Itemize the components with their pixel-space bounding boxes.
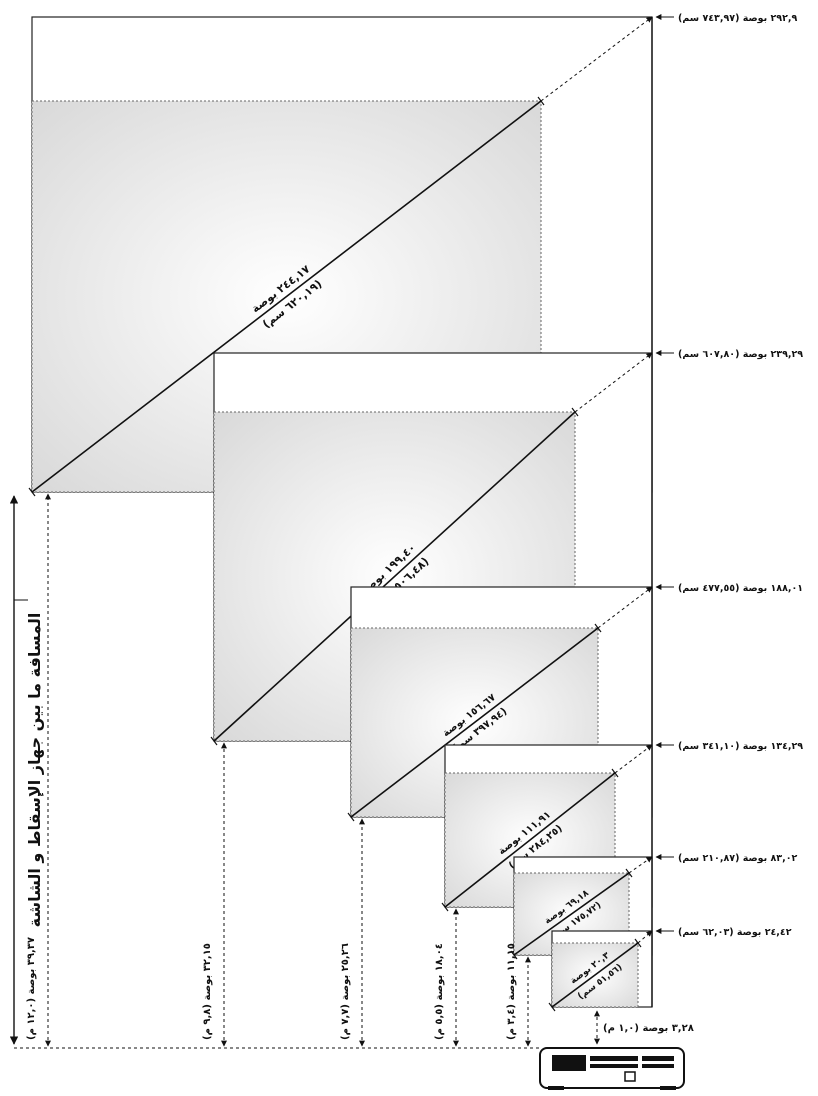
distance-label: ٢٥,٢٦ بوصة (٧,٧ م) [340, 943, 351, 1040]
diagonal-line [444, 772, 616, 908]
outer-diagonal-label: ٢٣٩,٢٩ بوصة (٦٠٧,٨٠ سم) [678, 349, 803, 360]
projector-icon [539, 1047, 685, 1090]
diagonal-line [551, 942, 639, 1008]
diagonal-line [350, 627, 599, 818]
outer-diagonal-label: ٢٩٢,٩ بوصة (٧٤٣,٩٧ سم) [678, 13, 797, 24]
diagonal-extension [540, 16, 653, 102]
diagonal-line [213, 411, 576, 742]
distance-label: ١١,١٥ بوصة (٣,٤ م) [506, 943, 517, 1040]
outer-diagonal-label: ٢٤,٤٢ بوصة (٦٢,٠٣ سم) [678, 927, 792, 938]
diagonal-line [31, 100, 542, 493]
diagonal-line [513, 872, 630, 956]
diagonal-extension [574, 352, 653, 413]
outer-diagonal-label: ٨٣,٠٢ بوصة (٢١٠,٨٧ سم) [678, 853, 797, 864]
distance-label: ٣٢,١٥ بوصة (٩,٨ م) [202, 943, 213, 1040]
distance-label: ٣٩,٣٧ بوصة (١٢,٠ م) [26, 937, 37, 1040]
outer-diagonal-label: ١٨٨,٠١ بوصة (٤٧٧,٥٥ سم) [678, 583, 803, 594]
axis-label: المسافة ما بين جهاز الإسقاط و الشاشة [25, 613, 44, 928]
diagonal-extension [614, 744, 653, 774]
screen-6: ٢٤,٤٢ بوصة (٦٢,٠٣ سم)٢٠,٣ بوصة(٥١,٥٦ سم) [548, 927, 792, 1012]
outer-diagonal-label: ١٣٤,٢٩ بوصة (٣٤١,١٠ سم) [678, 741, 803, 752]
distance-label: ٣,٢٨ بوصة (١,٠ م) [603, 1023, 694, 1034]
distance-axis: المسافة ما بين جهاز الإسقاط و الشاشة [9, 495, 44, 1045]
distance-label: ١٨,٠٤ بوصة (٥,٥ م) [434, 943, 445, 1040]
diagonal-extension [628, 856, 653, 874]
diagonal-extension [597, 586, 653, 629]
